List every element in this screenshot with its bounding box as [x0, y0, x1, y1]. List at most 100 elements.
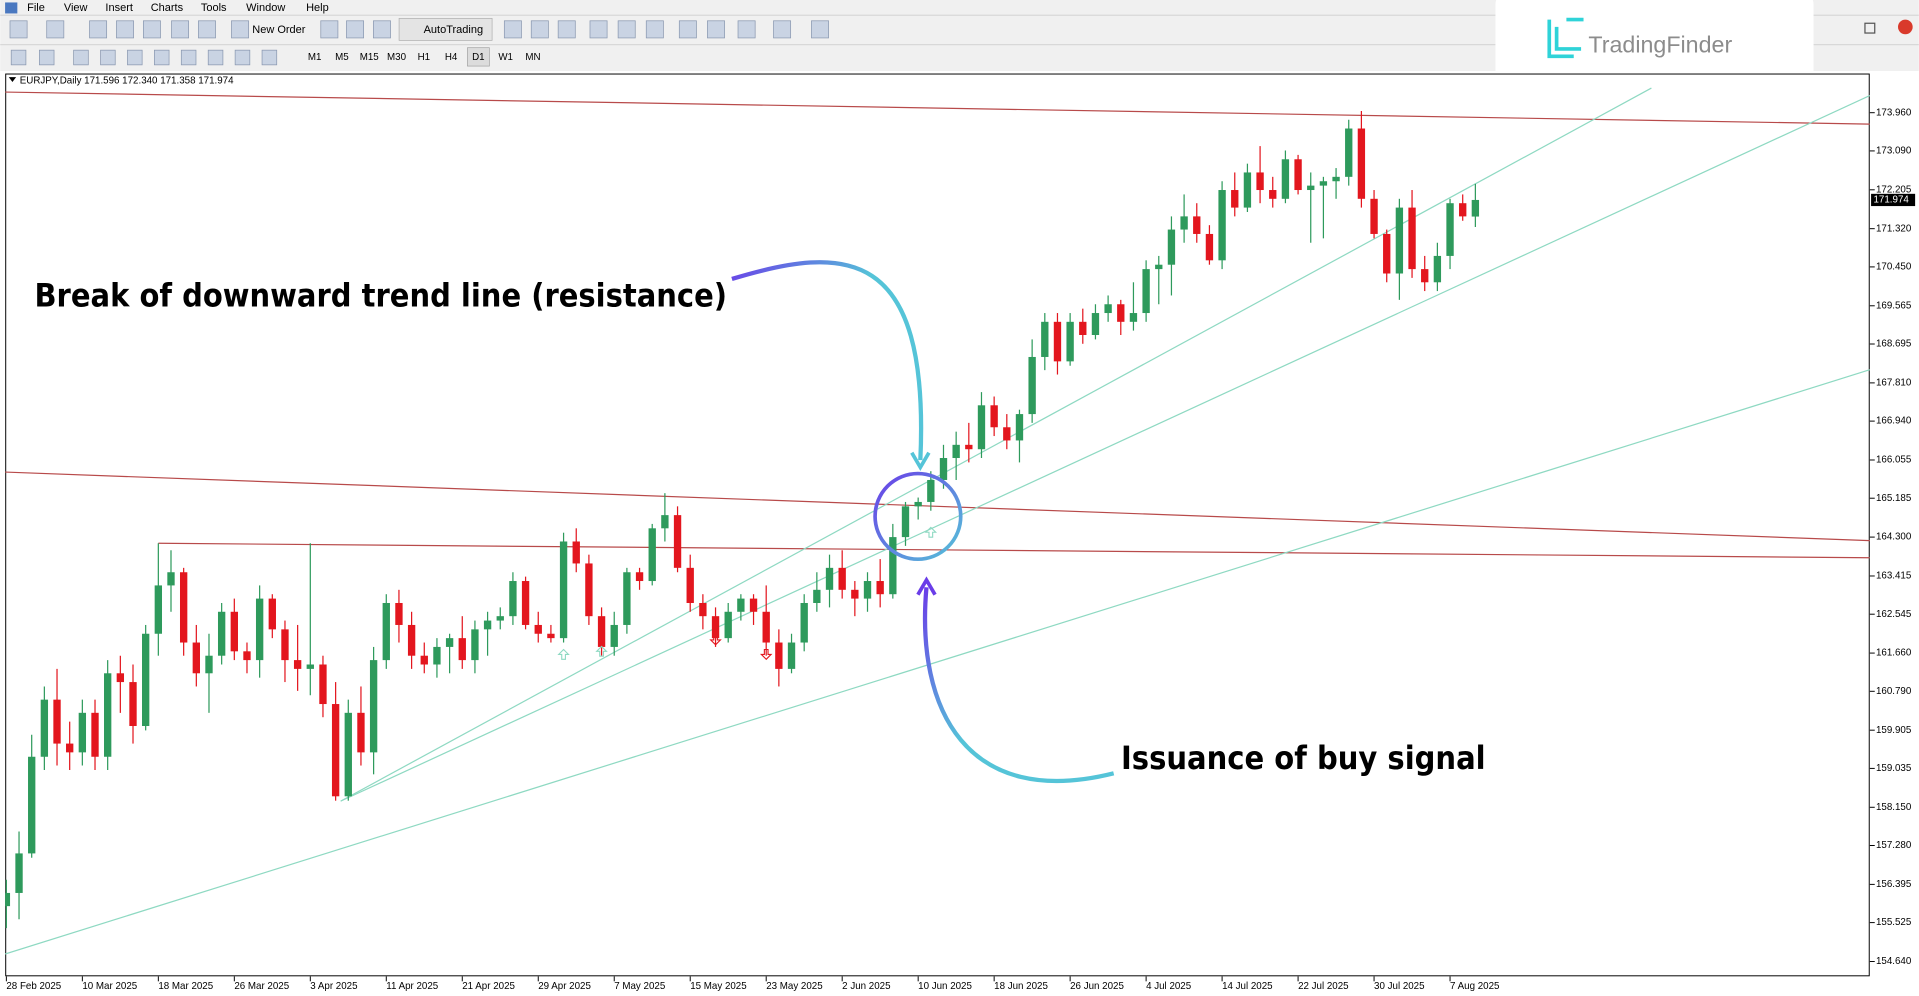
candle-body [483, 620, 492, 630]
candle-body [1129, 313, 1138, 322]
notification-badge[interactable] [1897, 19, 1913, 35]
menu-item[interactable]: View [64, 2, 88, 14]
candle-body [977, 405, 986, 450]
candle-body [1028, 356, 1036, 415]
candle-body [1408, 207, 1416, 270]
candle-body [306, 664, 314, 669]
x-tick-label: 22 Jul 2025 [1298, 981, 1349, 992]
y-tick-label: 165.185 [1876, 493, 1912, 504]
y-tick-label: 173.960 [1876, 107, 1912, 118]
timeframe-button[interactable]: M1 [308, 52, 322, 63]
candle-body [1421, 269, 1429, 283]
menu-item[interactable]: Help [306, 2, 329, 14]
candle-body [521, 581, 530, 625]
candle-body [471, 629, 479, 661]
candle-body [268, 598, 276, 630]
candle-body [1104, 304, 1112, 314]
y-tick-label: 159.905 [1876, 725, 1912, 736]
candle-body [914, 501, 922, 507]
candle-body [901, 506, 910, 538]
y-tick-label: 166.055 [1876, 455, 1912, 466]
candle-body [53, 699, 61, 744]
annotation-text: Break of downward trend line (resistance… [34, 276, 727, 314]
candle-body [1231, 190, 1239, 208]
candle-body [1015, 414, 1024, 441]
candle-body [1218, 190, 1226, 261]
menu-item[interactable]: Tools [201, 2, 227, 14]
candle-body [1117, 304, 1125, 322]
candle-body [66, 743, 74, 753]
candle-body [104, 673, 112, 757]
arrow-head [916, 576, 937, 596]
x-tick-label: 10 Mar 2025 [82, 981, 137, 992]
candle-body [1205, 233, 1214, 261]
trend-line [5, 369, 1870, 955]
candle-body [1155, 264, 1163, 270]
candle-body [407, 624, 416, 656]
timeframe-button[interactable]: D1 [472, 52, 484, 63]
timeframe-button[interactable]: H4 [445, 52, 458, 63]
y-tick-label: 163.415 [1876, 571, 1912, 582]
y-tick-label: 167.810 [1876, 377, 1912, 388]
trend-line [340, 87, 1652, 802]
candle-body [1256, 172, 1264, 191]
x-tick-label: 14 Jul 2025 [1222, 981, 1273, 992]
autotrading-label[interactable]: AutoTrading [424, 24, 484, 36]
x-tick-label: 3 Apr 2025 [310, 981, 358, 992]
timeframe-button[interactable]: MN [525, 52, 540, 63]
x-tick-label: 11 Apr 2025 [386, 981, 439, 992]
candle-body [863, 581, 872, 599]
timeframe-button[interactable]: H1 [418, 52, 430, 63]
candle-body [1345, 128, 1353, 177]
y-tick-label: 154.640 [1876, 956, 1912, 967]
timeframe-button[interactable]: M30 [387, 52, 407, 63]
logo-text: TradingFinder [1588, 32, 1732, 58]
candle-body [154, 585, 163, 634]
timeframe-button[interactable]: W1 [498, 52, 513, 63]
candle-body [813, 589, 821, 603]
autotrading-button[interactable] [398, 17, 493, 41]
candle-body [699, 602, 707, 617]
candle-body [787, 642, 796, 669]
candle-body [1193, 216, 1201, 234]
signal-arrow [759, 648, 773, 661]
chart-bg [0, 70, 1919, 996]
menu-item[interactable]: Charts [151, 2, 184, 14]
x-tick-label: 21 Apr 2025 [462, 981, 515, 992]
trend-line [340, 95, 1870, 802]
candle-body [1459, 203, 1467, 217]
trend-line [158, 542, 1870, 559]
menu-item[interactable]: File [27, 2, 45, 14]
candle-body [1281, 159, 1290, 199]
candle-body [420, 655, 428, 665]
y-tick-label: 159.035 [1876, 763, 1912, 774]
candle-body [585, 563, 593, 617]
x-tick-label: 15 May 2025 [690, 981, 747, 992]
candle-body [939, 458, 948, 480]
candle-body [433, 646, 441, 665]
candle-body [1180, 216, 1188, 230]
candle-body [547, 633, 555, 639]
candle-body [509, 581, 517, 617]
candle-body [673, 515, 682, 568]
candle-body [749, 598, 758, 612]
logo-panel [1495, 0, 1814, 92]
search-icon[interactable] [1864, 22, 1876, 34]
candle-body [116, 673, 125, 683]
new-order-button[interactable]: New Order [252, 24, 306, 36]
candle-body [496, 616, 504, 621]
x-tick-label: 7 Aug 2025 [1450, 981, 1500, 992]
timeframe-active [467, 47, 490, 67]
timeframe-button[interactable]: M5 [335, 52, 349, 63]
candle-body [1079, 321, 1087, 336]
y-tick-label: 164.300 [1876, 532, 1912, 543]
x-tick-label: 18 Mar 2025 [158, 981, 213, 992]
candle-body [230, 611, 238, 652]
candle-body [1433, 255, 1442, 283]
timeframe-button[interactable]: M15 [360, 52, 380, 63]
candle-body [686, 567, 694, 603]
menu-item[interactable]: Insert [105, 2, 133, 14]
annotation-arrow [922, 587, 1115, 784]
menu-item[interactable]: Window [246, 2, 285, 14]
